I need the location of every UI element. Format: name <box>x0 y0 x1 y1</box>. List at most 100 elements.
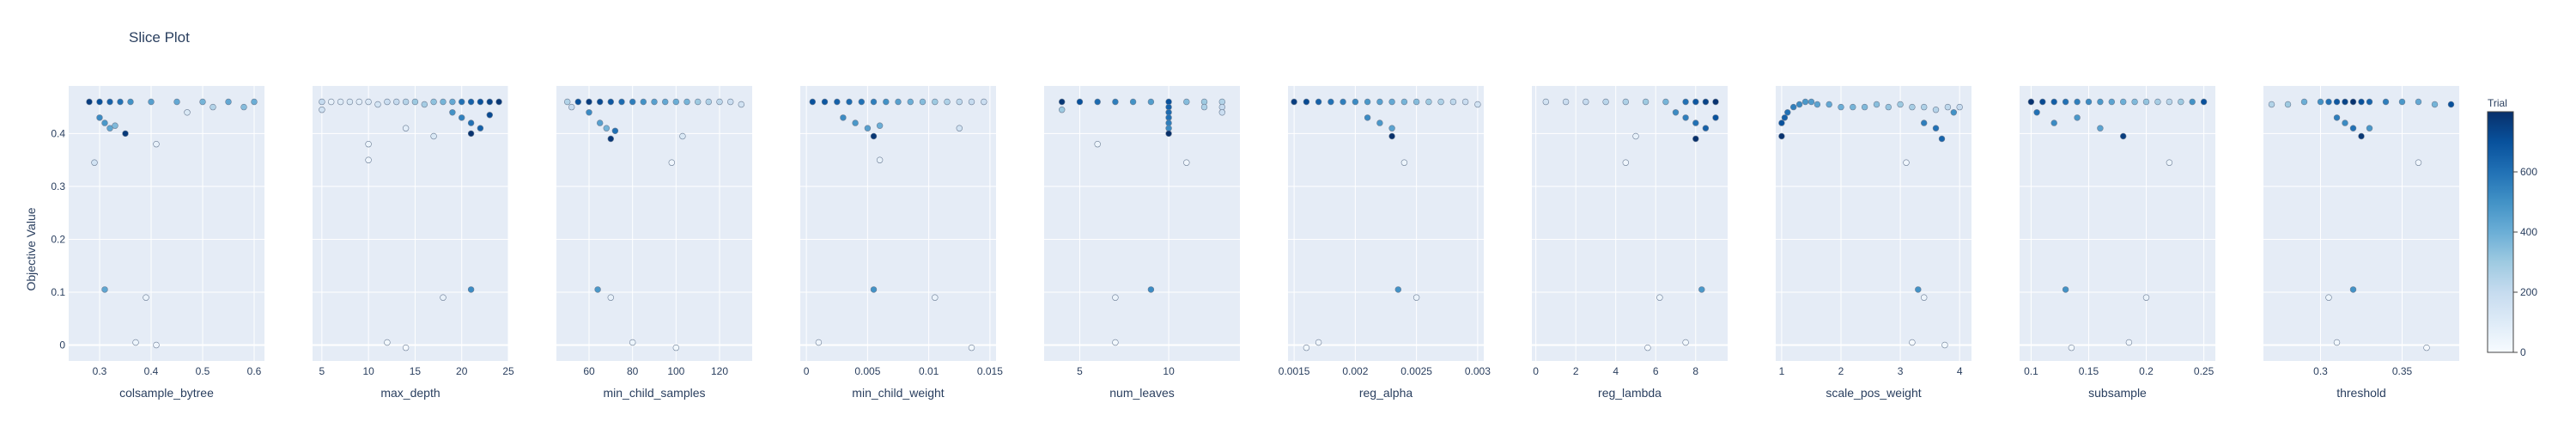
data-point <box>1165 109 1172 116</box>
data-point <box>563 98 571 106</box>
y-axis-label: Objective Value <box>24 207 38 290</box>
data-point <box>2415 98 2422 106</box>
x-tick-label: 0.5 <box>196 365 210 377</box>
data-point <box>96 98 103 106</box>
data-point <box>2108 98 2116 106</box>
data-point <box>1147 286 1155 293</box>
data-point <box>2142 98 2150 106</box>
x-tick-label: 0 <box>1533 365 1539 377</box>
data-point <box>1200 98 1208 106</box>
data-point <box>402 125 410 131</box>
data-point <box>1129 98 1137 106</box>
data-point <box>421 101 428 108</box>
data-point <box>2050 98 2057 106</box>
data-point <box>968 344 975 351</box>
data-point <box>1915 286 1922 293</box>
data-point <box>458 98 465 106</box>
data-point <box>956 125 963 131</box>
data-point <box>2178 98 2184 106</box>
data-point <box>2125 339 2133 346</box>
data-point <box>895 98 902 106</box>
data-point <box>586 109 592 116</box>
plot-background <box>1288 86 1484 361</box>
data-point <box>629 98 636 106</box>
x-tick-label: 8 <box>1692 365 1698 377</box>
x-tick-label: 0.002 <box>1342 365 1368 377</box>
data-point <box>1897 101 1904 108</box>
data-point <box>1950 109 1958 116</box>
data-point <box>2166 159 2173 166</box>
plot-background <box>1044 86 1240 361</box>
data-point <box>1692 135 1699 143</box>
data-point <box>640 98 647 106</box>
data-point <box>384 98 391 106</box>
data-point <box>1850 103 1856 111</box>
colorbar-tick-label: 200 <box>2520 286 2537 298</box>
data-point <box>319 106 325 113</box>
data-point <box>2074 98 2081 106</box>
data-point <box>1364 114 1371 121</box>
data-point <box>944 98 951 106</box>
colorbar-tick-label: 0 <box>2520 346 2526 358</box>
panel: 60 80 100 120 min_child_samples <box>556 86 752 400</box>
y-tick-label: 0.4 <box>51 127 65 139</box>
x-axis-label: scale_pos_weight <box>1826 386 1921 400</box>
data-point <box>1562 98 1570 106</box>
x-tick-label: 0.35 <box>2392 365 2413 377</box>
x-axis-label: min_child_weight <box>852 386 945 400</box>
x-tick-label: 0.4 <box>144 365 159 377</box>
data-point <box>1938 135 1946 143</box>
data-point <box>2333 98 2341 106</box>
data-point <box>603 125 610 131</box>
data-point <box>2325 98 2332 106</box>
data-point <box>1838 103 1844 111</box>
data-point <box>2062 98 2069 106</box>
x-tick-label: 0.0025 <box>1400 365 1432 377</box>
data-point <box>932 294 939 301</box>
data-point <box>858 98 865 106</box>
data-point <box>968 98 975 106</box>
x-tick-label: 15 <box>410 365 422 377</box>
data-point <box>1394 286 1402 293</box>
data-point <box>1921 103 1928 111</box>
data-point <box>477 125 484 131</box>
data-point <box>2447 101 2455 108</box>
data-point <box>96 114 103 121</box>
y-tick-label: 0.3 <box>51 180 65 193</box>
data-point <box>1672 109 1680 116</box>
data-point <box>1400 159 1408 166</box>
data-point <box>1437 98 1444 106</box>
data-point <box>143 294 149 301</box>
data-point <box>449 109 456 116</box>
data-point <box>1622 98 1630 106</box>
data-point <box>430 132 437 140</box>
data-point <box>596 98 604 106</box>
panel: 5 10 num_leaves <box>1044 86 1240 400</box>
x-tick-label: 3 <box>1898 365 1904 377</box>
data-point <box>1376 119 1383 126</box>
data-point <box>1461 98 1469 106</box>
x-tick-label: 2 <box>1838 365 1844 377</box>
plot-background <box>2263 86 2459 361</box>
data-point <box>1861 103 1868 111</box>
data-point <box>1583 98 1589 106</box>
data-point <box>846 98 853 106</box>
data-point <box>153 141 160 148</box>
data-point <box>1781 114 1789 121</box>
plot-background <box>1532 86 1728 361</box>
data-point <box>2358 98 2365 106</box>
data-point <box>1712 98 1719 106</box>
data-point <box>1340 98 1346 106</box>
x-tick-label: 0.2 <box>2139 365 2154 377</box>
data-point <box>2415 159 2422 166</box>
data-point <box>694 98 702 106</box>
data-point <box>1388 98 1395 106</box>
x-tick-label: 0.3 <box>93 365 107 377</box>
data-point <box>1112 339 1119 346</box>
data-point <box>2068 344 2075 351</box>
data-point <box>2349 286 2357 293</box>
data-point <box>440 294 447 301</box>
panel: 0.0015 0.002 0.0025 0.003 reg_alpha <box>1279 86 1491 400</box>
data-point <box>486 112 493 119</box>
